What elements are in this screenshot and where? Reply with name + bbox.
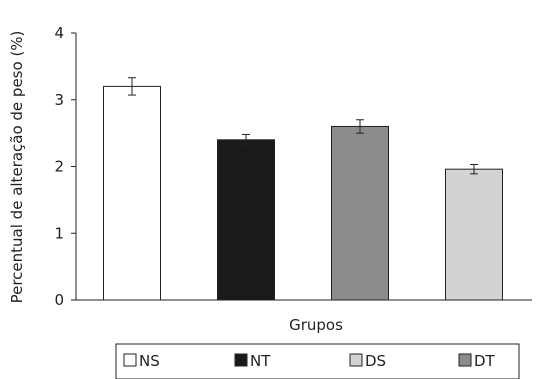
y-axis: 0 1 2 3 4 bbox=[54, 24, 77, 309]
legend-label: DS bbox=[365, 352, 386, 370]
x-axis-label: Grupos bbox=[289, 316, 343, 334]
bar-ds bbox=[331, 125, 389, 301]
y-tick-label: 4 bbox=[54, 24, 64, 42]
y-tick-label: 2 bbox=[54, 158, 64, 176]
y-tick-label: 0 bbox=[54, 291, 64, 309]
legend-swatch-dt bbox=[458, 353, 472, 367]
y-tick-label: 3 bbox=[54, 91, 64, 109]
legend-swatch-ds bbox=[349, 353, 363, 367]
bar-dt bbox=[445, 168, 503, 301]
legend-frame bbox=[115, 343, 520, 379]
bars bbox=[103, 85, 503, 301]
y-axis-label: Percentual de alteração de peso (%) bbox=[8, 31, 26, 304]
y-tick-label: 1 bbox=[54, 224, 64, 242]
legend: NS NT DS DT bbox=[115, 343, 520, 379]
error-bars bbox=[128, 77, 478, 175]
legend-label: DT bbox=[474, 352, 496, 370]
bar-nt bbox=[217, 139, 275, 301]
bar-ns bbox=[103, 85, 161, 301]
legend-swatch-ns bbox=[123, 353, 137, 367]
legend-swatch-nt bbox=[234, 353, 248, 367]
legend-label: NT bbox=[250, 352, 271, 370]
legend-label: NS bbox=[139, 352, 160, 370]
